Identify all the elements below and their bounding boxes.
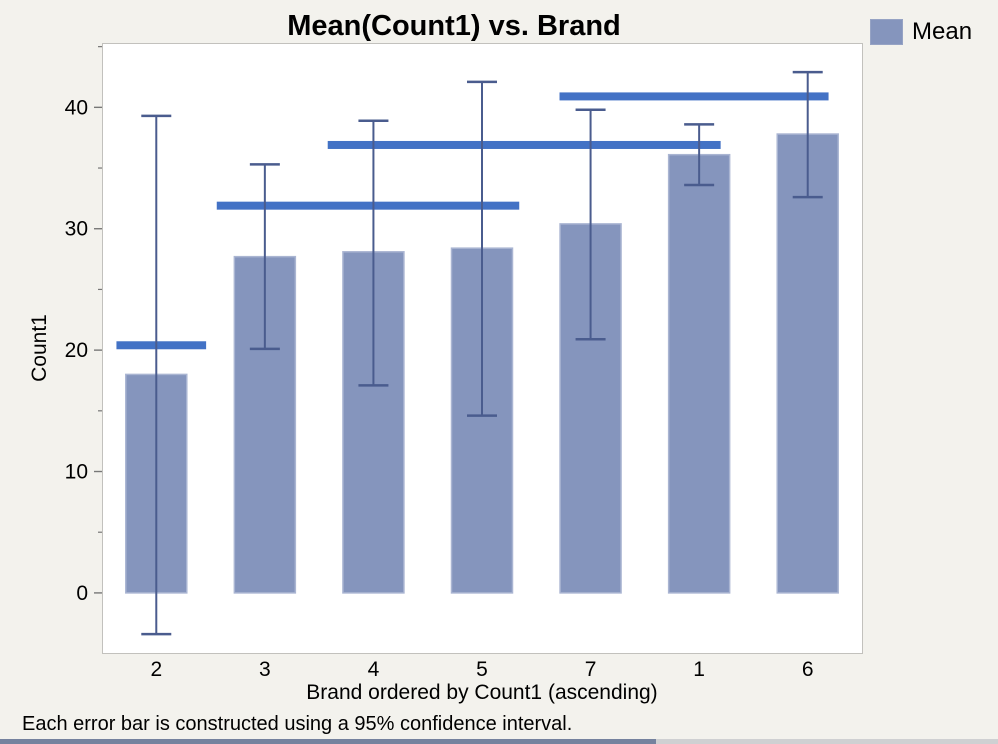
mean-line-2[interactable] [216, 201, 520, 210]
x-tick-label-2: 2 [150, 658, 162, 681]
legend: Mean [870, 19, 972, 45]
x-tick-label-7: 7 [585, 658, 597, 681]
mean-line-3[interactable] [327, 140, 721, 149]
mean-line-4[interactable] [559, 92, 829, 101]
y-tick-label-20: 20 [65, 339, 88, 362]
y-tick-label-30: 30 [65, 218, 88, 241]
chart-title: Mean(Count1) vs. Brand [287, 10, 621, 42]
y-tick-label-40: 40 [65, 96, 88, 119]
bar-brand-1[interactable] [667, 153, 731, 594]
mean-line-1[interactable] [116, 341, 207, 350]
x-tick-label-3: 3 [259, 658, 271, 681]
error-bar-footnote: Each error bar is constructed using a 95… [22, 713, 573, 735]
x-tick-label-6: 6 [802, 658, 814, 681]
x-tick-label-5: 5 [476, 658, 488, 681]
x-tick-label-1: 1 [693, 658, 705, 681]
bar-brand-6[interactable] [776, 133, 839, 594]
window-bottom-strip-right [656, 739, 998, 744]
y-tick-label-10: 10 [65, 461, 88, 484]
legend-label-mean: Mean [912, 18, 973, 45]
x-tick-label-4: 4 [368, 658, 380, 681]
legend-swatch-mean[interactable] [870, 19, 903, 45]
window-bottom-strip-left [0, 739, 656, 744]
y-tick-label-0: 0 [76, 582, 88, 605]
x-axis-title: Brand ordered by Count1 (ascending) [306, 681, 658, 704]
